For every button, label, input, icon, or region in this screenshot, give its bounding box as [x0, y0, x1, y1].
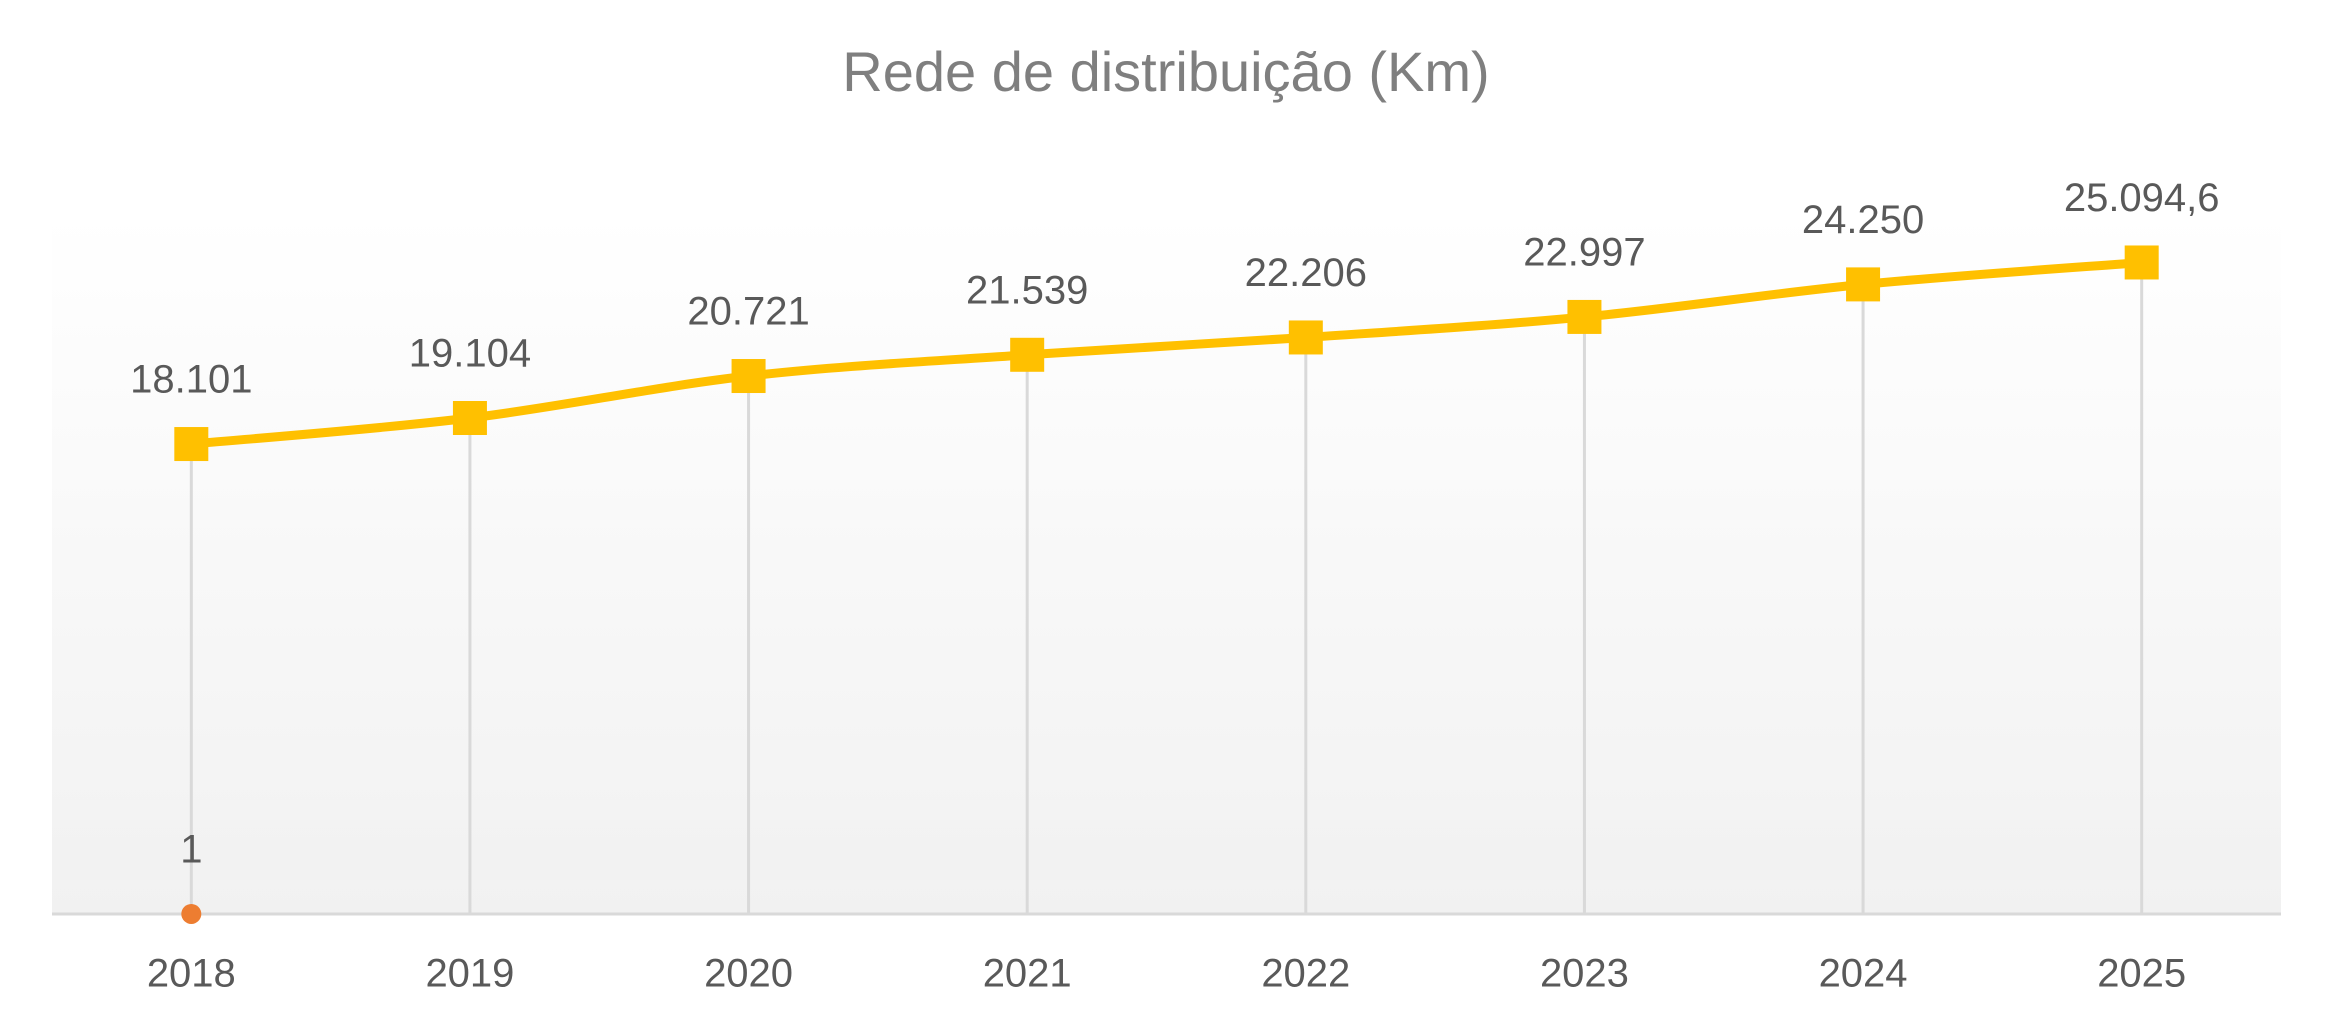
- x-tick-label: 2021: [983, 952, 1072, 996]
- data-label: 22.997: [1523, 230, 1645, 274]
- chart-title: Rede de distribuição (Km): [842, 40, 1489, 103]
- plot-area: [52, 213, 2281, 914]
- x-tick-label: 2020: [704, 952, 793, 996]
- x-tick-label: 2022: [1261, 952, 1350, 996]
- marker: [2124, 245, 2159, 280]
- marker: [1567, 299, 1602, 334]
- marker: [174, 427, 209, 462]
- data-label: 1: [180, 828, 202, 872]
- marker: [1846, 267, 1881, 302]
- x-tick-label: 2024: [1819, 952, 1908, 996]
- data-label: 18.101: [130, 358, 252, 402]
- x-tick-label: 2023: [1540, 952, 1629, 996]
- data-label: 24.250: [1802, 198, 1924, 242]
- x-tick-label: 2018: [147, 952, 236, 996]
- data-label: 22.206: [1245, 251, 1367, 295]
- x-tick-label: 2025: [2097, 952, 2186, 996]
- line: [190, 257, 2143, 449]
- marker: [1010, 337, 1045, 372]
- x-tick-label: 2019: [425, 952, 514, 996]
- data-label: 19.104: [409, 332, 531, 376]
- marker: [731, 359, 766, 394]
- marker: [1288, 320, 1323, 355]
- data-label: 20.721: [687, 290, 809, 334]
- marker: [452, 401, 487, 436]
- marker: [181, 903, 202, 924]
- data-label: 21.539: [966, 268, 1088, 312]
- data-label: 25.094,6: [2064, 176, 2220, 220]
